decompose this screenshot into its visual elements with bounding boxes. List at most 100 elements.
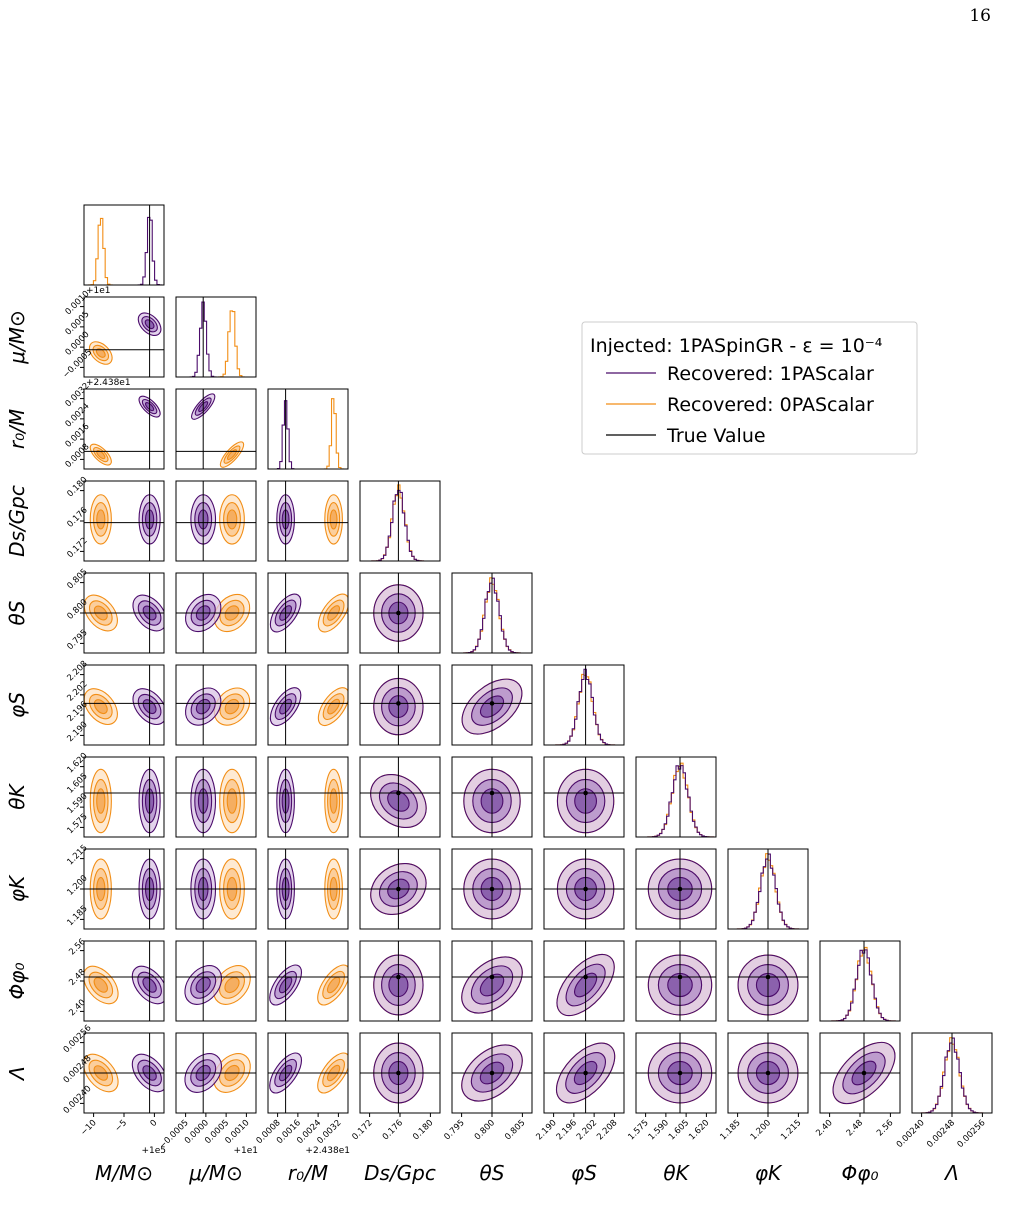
y-tick-label: 0.180 (65, 475, 89, 499)
panel-1-0 (83, 296, 165, 378)
x-offset-label: +1e1 (233, 1146, 258, 1156)
panel-9-2 (267, 1032, 349, 1114)
contour-0pascalar-contour (224, 976, 240, 994)
truth-point (489, 886, 495, 892)
panel-frame (83, 388, 165, 470)
panel-frame (359, 480, 441, 562)
x-tick-label: 2.48 (845, 1118, 865, 1138)
panel-2-1 (175, 388, 257, 470)
panel-frame (543, 940, 625, 1022)
panel-4-0 (83, 572, 165, 654)
contour-0pascalar-contour (96, 788, 106, 814)
legend-label-0pascalar: Recovered: 0PAScalar (667, 394, 874, 416)
y-tick-label: 0.00256 (62, 1023, 94, 1055)
x-tick-label: 1.605 (667, 1118, 691, 1142)
truth-point (396, 701, 401, 706)
panel-frame (635, 756, 717, 838)
y-tick-label: 2.190 (65, 720, 89, 744)
panel-0-0 (83, 204, 165, 286)
panel-8-7 (727, 940, 809, 1022)
truth-point (765, 974, 771, 980)
truth-point (677, 886, 683, 892)
panel-frame (635, 848, 717, 930)
panel-frame (359, 848, 441, 930)
y-tick-label: 1.215 (65, 843, 89, 867)
panel-7-3 (359, 848, 441, 930)
x-axis-label: Λ (943, 1161, 959, 1185)
panel-frame (635, 940, 717, 1022)
x-tick-label: 2.56 (875, 1118, 895, 1138)
panel-frame (175, 848, 257, 930)
truth-point (396, 886, 401, 892)
x-offset-label: +1e5 (141, 1146, 166, 1156)
y-axis-label: Ds/Gpc (5, 485, 29, 557)
panel-frame (83, 664, 165, 746)
panel-6-5 (543, 756, 625, 838)
panel-3-1 (175, 480, 257, 562)
legend-frame (581, 321, 918, 455)
panel-9-7 (727, 1032, 809, 1114)
contour-0pascalar-contour (326, 976, 341, 994)
panel-2-2 (267, 388, 349, 470)
panel-9-0 (83, 1032, 165, 1114)
panel-7-6 (635, 848, 717, 930)
panel-frame (359, 940, 441, 1022)
hist-0pascalar (544, 673, 624, 745)
panel-5-2 (267, 664, 349, 746)
panel-3-0 (83, 480, 165, 562)
panel-8-8 (819, 940, 901, 1022)
panel-5-0 (83, 664, 165, 746)
truth-point (489, 1070, 495, 1076)
panel-6-4 (451, 756, 533, 838)
truth-point (396, 610, 401, 616)
x-tick-label: 0.176 (381, 1118, 405, 1142)
hist-1pascalar (820, 949, 900, 1021)
x-axis-label: Ds/Gpc (364, 1161, 436, 1185)
x-tick-label: 0.172 (350, 1118, 374, 1142)
panel-4-4 (451, 572, 533, 654)
hist-1pascalar (636, 765, 716, 837)
truth-point (861, 1070, 867, 1076)
x-tick-label: 1.185 (718, 1118, 742, 1142)
y-axis-label: μ/M⊙ (5, 310, 29, 364)
x-tick-label: 0.800 (473, 1118, 497, 1142)
hist-0pascalar (360, 484, 440, 561)
panel-6-6 (635, 756, 717, 838)
panel-4-3 (359, 572, 441, 654)
x-axis-label: θS (480, 1161, 505, 1185)
panel-frame (819, 940, 901, 1022)
truth-point (489, 790, 495, 796)
panel-frame (451, 572, 533, 654)
panel-frame (267, 1032, 349, 1114)
hist-0pascalar (268, 398, 348, 469)
y-tick-label: 1.575 (65, 812, 89, 836)
x-tick-label: 0 (149, 1118, 160, 1129)
panel-frame (543, 756, 625, 838)
truth-point (396, 790, 401, 796)
panel-frame (175, 296, 257, 378)
x-axis-label: μ/M⊙ (188, 1161, 242, 1185)
y-tick-label: 1.590 (65, 792, 89, 816)
panel-frame (175, 664, 257, 746)
truth-point (765, 1070, 771, 1076)
panel-7-7 (727, 848, 809, 930)
y-tick-label: 0.795 (65, 628, 89, 652)
panel-9-4 (451, 1032, 533, 1114)
panel-8-6 (635, 940, 717, 1022)
x-tick-label: 0.00248 (925, 1118, 957, 1150)
y-axis-label: Λ (5, 1066, 29, 1082)
x-tick-label: 2.196 (555, 1118, 579, 1142)
panel-frame (451, 940, 533, 1022)
y-tick-label: 2.40 (67, 998, 87, 1018)
truth-point (677, 974, 683, 980)
panel-frame (267, 848, 349, 930)
panel-9-9 (911, 1032, 993, 1114)
panel-7-1 (175, 848, 257, 930)
x-tick-label: −5 (113, 1118, 129, 1134)
truth-point (583, 886, 588, 892)
panel-8-4 (451, 940, 533, 1022)
legend-label-1pascalar: Recovered: 1PAScalar (667, 363, 874, 385)
panel-4-2 (267, 572, 349, 654)
panel-6-2 (267, 756, 349, 838)
y-tick-label: 0.172 (65, 536, 89, 560)
